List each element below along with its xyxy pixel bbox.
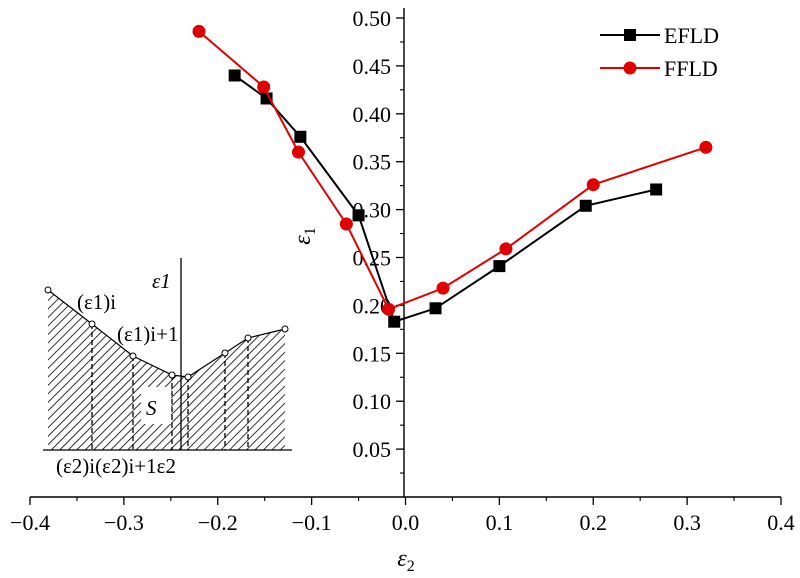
legend-label-efld: EFLD [664, 23, 719, 48]
x-tick-label: 0.3 [673, 510, 701, 535]
efld-point [294, 130, 307, 143]
inset-s-box [141, 387, 171, 424]
legend-marker-ffld [623, 61, 637, 75]
x-tick-label: −0.3 [104, 510, 144, 535]
ffld-point [192, 24, 206, 38]
y-tick-label: 0.05 [353, 437, 392, 462]
y-axis-title: ε1 [290, 227, 319, 244]
x-tick-label: −0.1 [292, 510, 332, 535]
inset-dashed-lines [91, 324, 249, 450]
x-tick-label: −0.2 [198, 510, 238, 535]
inset-eps1-i1-label: (ε1)i+1 [117, 322, 178, 346]
series-efld [228, 69, 663, 328]
ffld-point [291, 145, 305, 159]
efld-point [650, 183, 663, 196]
ffld-point [699, 140, 713, 154]
x-axis-title: ε2 [397, 546, 414, 573]
inset-eps2-labels: (ε2)i(ε2)i+1ε2 [56, 454, 176, 478]
axes: −0.4 −0.3 −0.2 −0.1 0.0 0.1 0.2 0.3 0.4 0.05 0.10 0… [10, 6, 795, 575]
y-tick-label: 0.35 [353, 150, 392, 175]
efld-point [388, 315, 401, 328]
series-ffld [192, 24, 713, 316]
y-tick-label: 0.10 [353, 389, 392, 414]
ffld-point [499, 242, 513, 256]
legend-label-ffld: FFLD [664, 56, 718, 81]
efld-point [352, 209, 365, 222]
ffld-point [436, 281, 450, 295]
legend: EFLD FFLD [600, 23, 719, 81]
y-tick-label: 0.40 [353, 102, 392, 127]
efld-point [493, 260, 506, 273]
y-tick-label: 0.45 [353, 54, 392, 79]
efld-point [228, 69, 241, 82]
ffld-point [586, 178, 600, 192]
inset-points [44, 286, 289, 381]
inset-eps1-label: ε1 [152, 269, 171, 293]
inset-s-label: S [146, 396, 157, 420]
inset-curve [47, 289, 286, 378]
efld-point [429, 302, 442, 315]
series-layer [192, 24, 713, 328]
legend-marker-efld [624, 29, 636, 41]
x-tick-label: 0.4 [767, 510, 795, 535]
x-tick-label: 0.0 [392, 510, 420, 535]
x-tick-label: −0.4 [10, 510, 50, 535]
efld-point [260, 92, 273, 105]
x-tick-label: 0.2 [580, 510, 608, 535]
inset-eps1-i-label: (ε1)i [77, 290, 116, 314]
inset-hatched-region [48, 290, 285, 450]
inset-schematic: ε1 (ε1)i (ε1)i+1 S (ε2)i(ε2)i+1ε2 [43, 258, 292, 478]
x-tick-label: 0.1 [486, 510, 514, 535]
y-tick-label: 0.15 [353, 341, 392, 366]
efld-point [579, 199, 592, 212]
y-tick-label: 0.50 [353, 6, 392, 31]
ffld-point [382, 302, 396, 316]
ffld-point [257, 80, 271, 94]
ffld-point [339, 217, 353, 231]
